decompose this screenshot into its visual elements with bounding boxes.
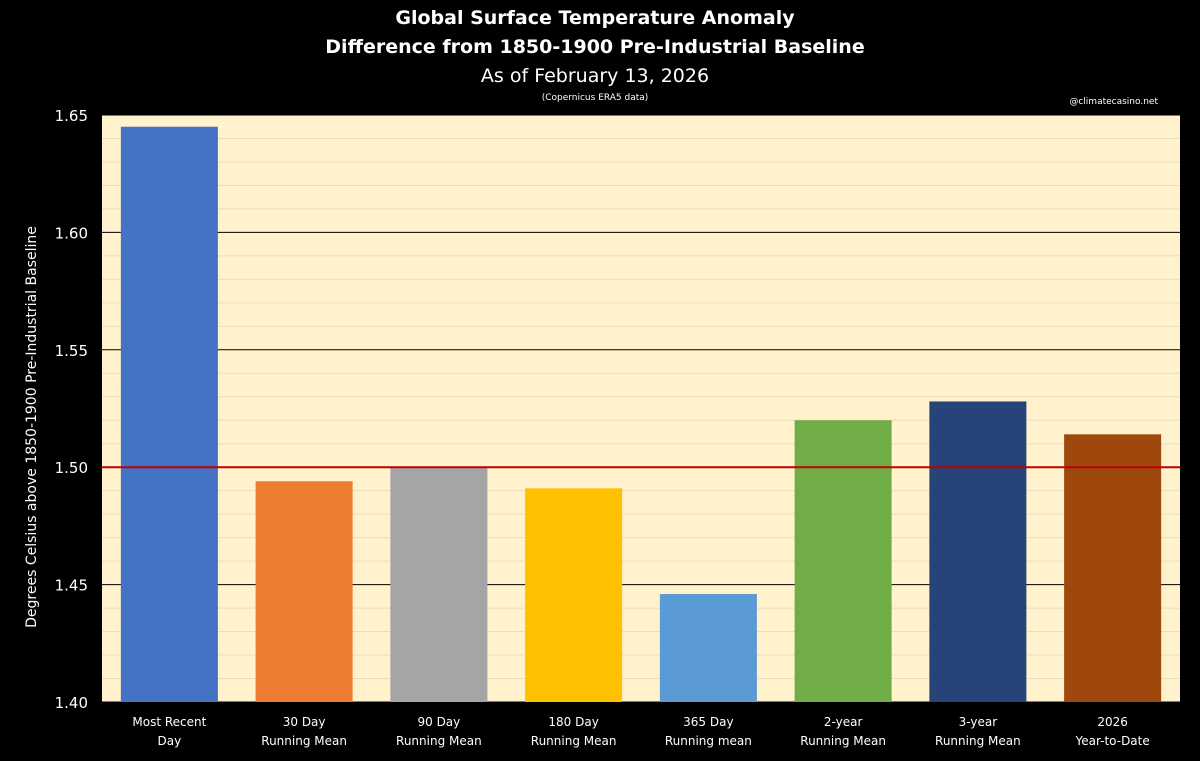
- x-tick-label: Running Mean: [396, 734, 482, 748]
- bar-3: [525, 488, 623, 702]
- y-tick-label: 1.50: [55, 459, 88, 477]
- x-tick-label: Most Recent: [132, 715, 206, 729]
- x-tick-label: Running Mean: [531, 734, 617, 748]
- x-axis-ticks: Most Recent Day 30 Day Running Mean 90 Day Ru…: [132, 715, 1149, 748]
- x-tick-label: Day: [158, 734, 182, 748]
- chart-subtitle: Difference from 1850-1900 Pre-Industrial…: [325, 36, 864, 58]
- x-tick-label: 30 Day: [283, 715, 326, 729]
- bar-2: [390, 467, 488, 702]
- bar-4: [659, 593, 757, 702]
- x-tick-label: 365 Day: [683, 715, 733, 729]
- y-tick-label: 1.40: [55, 694, 88, 712]
- x-tick-label: 2026: [1097, 715, 1128, 729]
- y-tick-label: 1.45: [55, 577, 88, 595]
- x-tick-label: 180 Day: [548, 715, 598, 729]
- y-axis-label: Degrees Celsius above 1850-1900 Pre-Indu…: [24, 226, 40, 628]
- chart-credit: @climatecasino.net: [1069, 97, 1158, 107]
- x-tick-label: Year-to-Date: [1075, 734, 1150, 748]
- y-axis-ticks: 1.40 1.45 1.50 1.55 1.60 1.65: [55, 107, 88, 712]
- bar-5: [794, 420, 892, 702]
- chart-date-line: As of February 13, 2026: [481, 65, 709, 87]
- chart-title: Global Surface Temperature Anomaly: [395, 7, 795, 29]
- x-tick-label: 2-year: [824, 715, 863, 729]
- y-tick-label: 1.65: [55, 107, 88, 125]
- x-tick-label: 90 Day: [417, 715, 460, 729]
- bar-6: [929, 401, 1027, 702]
- x-tick-label: 3-year: [959, 715, 998, 729]
- x-tick-label: Running mean: [665, 734, 752, 748]
- bar-7: [1064, 434, 1162, 702]
- chart-source: (Copernicus ERA5 data): [542, 93, 649, 103]
- y-tick-label: 1.60: [55, 224, 88, 242]
- x-tick-label: Running Mean: [261, 734, 347, 748]
- bar-1: [255, 481, 353, 702]
- x-tick-label: Running Mean: [800, 734, 886, 748]
- bar-series: [120, 126, 1162, 703]
- bar-0: [120, 126, 218, 703]
- x-tick-label: Running Mean: [935, 734, 1021, 748]
- y-tick-label: 1.55: [55, 342, 88, 360]
